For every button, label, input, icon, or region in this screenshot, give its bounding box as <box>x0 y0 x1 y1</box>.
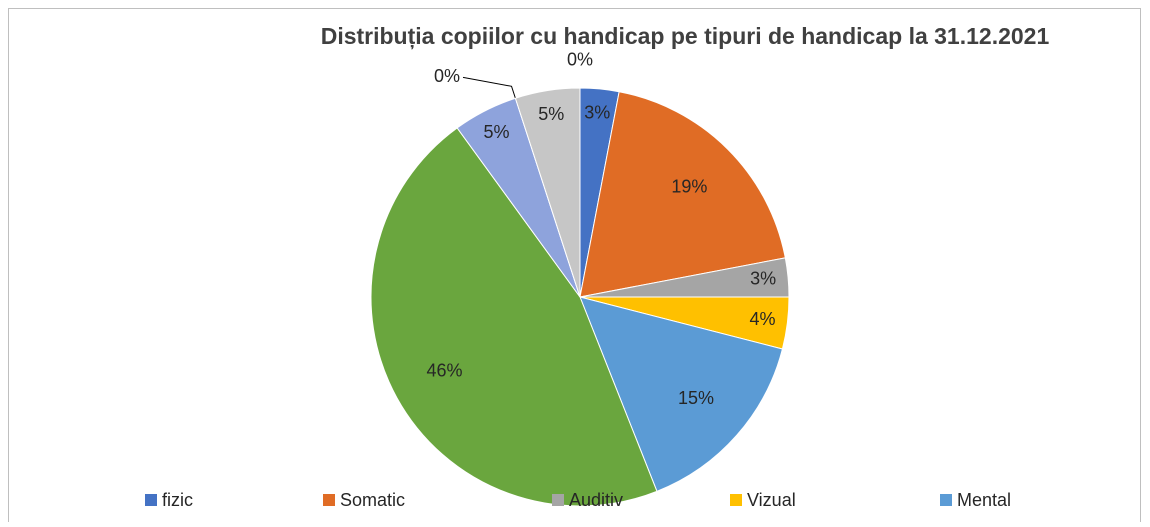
legend-swatch <box>940 494 952 506</box>
pie-slice <box>579 91 786 298</box>
data-label: 0% <box>434 66 460 86</box>
data-label: 5% <box>538 104 564 124</box>
legend-label: Vizual <box>747 490 796 510</box>
data-label: 3% <box>584 103 610 123</box>
pie-slice <box>370 127 658 507</box>
legend-swatch <box>323 494 335 506</box>
legend-label: Auditiv <box>569 490 623 510</box>
legend-swatch <box>730 494 742 506</box>
data-label: 5% <box>483 122 509 142</box>
data-label: 3% <box>750 268 776 288</box>
data-label: 0% <box>567 50 593 70</box>
data-label: 19% <box>671 176 707 196</box>
legend-label: Mental <box>957 490 1011 510</box>
leader-line <box>462 76 516 99</box>
legend-swatch <box>145 494 157 506</box>
legend-label: fizic <box>162 490 193 510</box>
data-label: 46% <box>426 360 462 380</box>
pie-slice <box>579 296 784 492</box>
data-label: 15% <box>678 388 714 408</box>
data-label: 4% <box>749 309 775 329</box>
legend-swatch <box>552 494 564 506</box>
legend-label: Somatic <box>340 490 405 510</box>
chart-title: Distribuția copiilor cu handicap pe tipu… <box>321 23 1050 50</box>
